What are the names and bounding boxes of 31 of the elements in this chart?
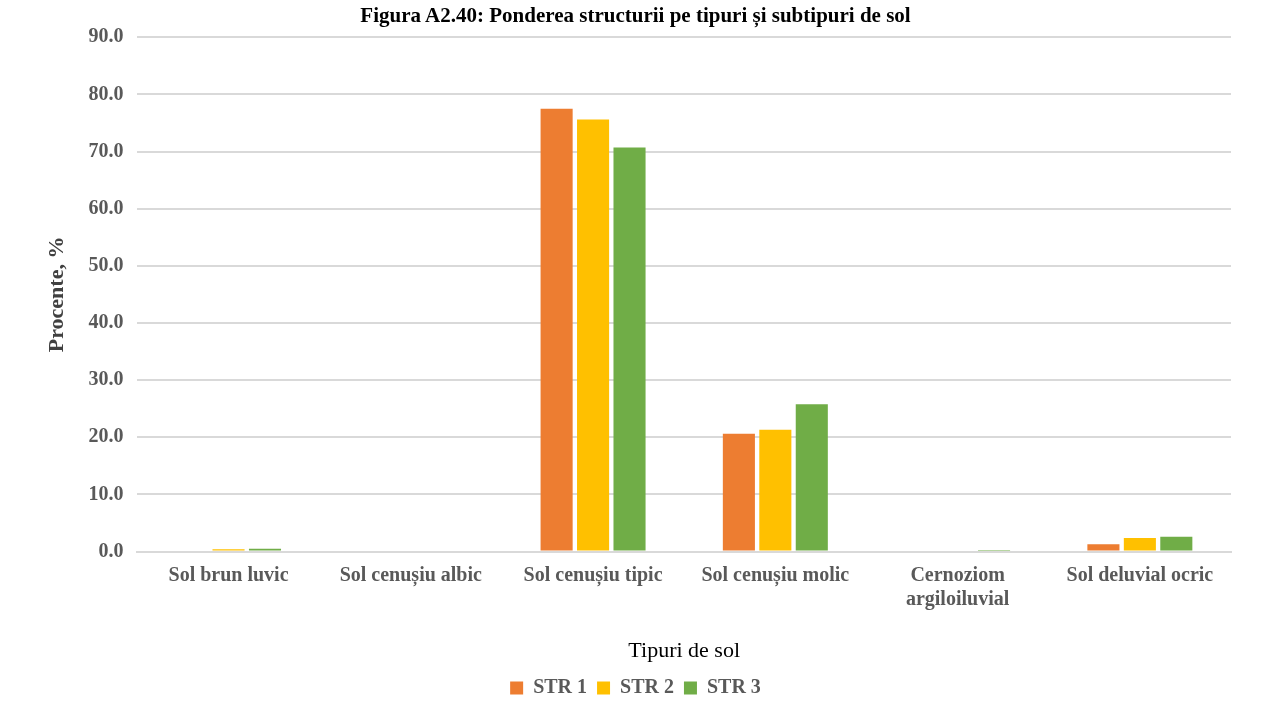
y-tick-label: 0.0 <box>98 538 124 561</box>
bar <box>795 404 828 551</box>
y-tick-label: 10.0 <box>88 481 124 504</box>
y-tick-label: 50.0 <box>88 252 124 275</box>
bar <box>540 108 573 551</box>
legend-label: STR 3 <box>706 675 761 698</box>
legend-label: STR 2 <box>620 675 674 698</box>
bar <box>1087 544 1120 551</box>
x-tick-label: Sol brun luvic <box>168 562 289 585</box>
y-tick-label: 60.0 <box>88 195 124 218</box>
x-tick-label: Sol cenușiu molic <box>701 562 850 587</box>
x-tick-label: Sol cenușiu albic <box>339 562 483 587</box>
y-tick-label: 40.0 <box>88 310 124 333</box>
x-tick-label: Cernoziom argiloiluvial <box>905 562 1010 610</box>
y-tick-label: 90.0 <box>88 24 124 47</box>
y-axis-title: Procente, % <box>42 236 68 353</box>
y-tick-label: 80.0 <box>88 81 124 104</box>
bar <box>613 147 646 551</box>
bar <box>759 429 792 551</box>
y-tick-label: 70.0 <box>88 138 124 161</box>
chart-title: Figura A2.40: Ponderea structurii pe tipuri și subtipuri de sol <box>360 3 911 29</box>
bar <box>1160 536 1193 551</box>
legend-label: STR 1 <box>533 675 588 698</box>
x-axis-title: Tipuri de sol <box>628 636 741 662</box>
bar <box>722 433 755 551</box>
bar <box>1123 537 1156 551</box>
y-tick-label: 20.0 <box>88 424 124 447</box>
x-tick-label: Sol deluvial ocric <box>1066 562 1214 585</box>
x-tick-label: Sol cenușiu tipic <box>523 562 663 587</box>
y-tick-label: 30.0 <box>88 367 124 390</box>
bar <box>577 119 610 551</box>
